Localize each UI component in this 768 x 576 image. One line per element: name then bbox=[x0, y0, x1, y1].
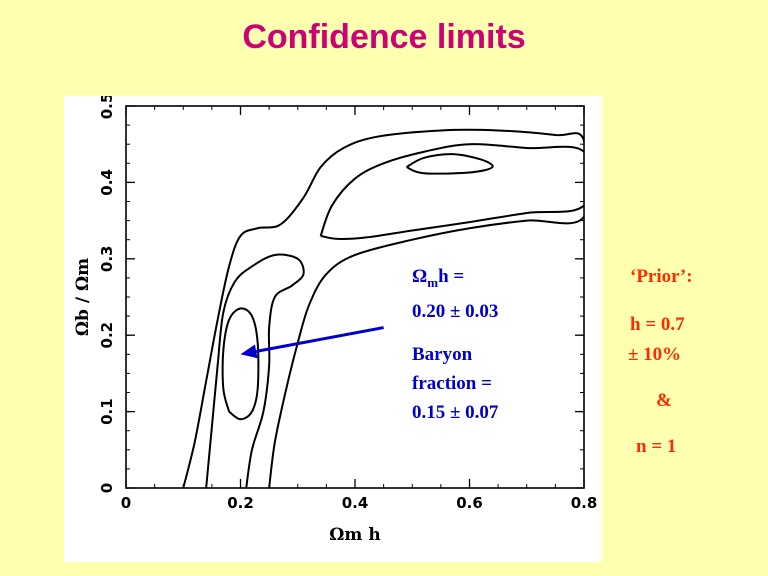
omega-h-equals: h = bbox=[438, 266, 465, 287]
plot-frame bbox=[125, 105, 585, 489]
contour-plot-svg: 0 0.2 0.4 0.6 0.8 0 0.1 0.2 0.3 0.4 0.5 Ωm h Ωb / Ωm bbox=[73, 96, 598, 545]
x-tick-label: 0 bbox=[121, 494, 131, 512]
baryon-annotation: Baryon fraction = 0.15 ± 0.07 bbox=[412, 340, 498, 427]
x-tick-label: 0.8 bbox=[571, 494, 598, 512]
contour-inner-left-1sigma bbox=[221, 307, 260, 421]
prior-ampersand: & bbox=[656, 390, 672, 411]
contour-mid-right-2sigma bbox=[319, 143, 584, 241]
prior-n-value: n = 1 bbox=[636, 436, 677, 457]
y-tick-label: 0 bbox=[98, 483, 116, 493]
y-tick-label: 0.3 bbox=[98, 246, 116, 273]
annotation-line-3: Baryon bbox=[412, 344, 473, 365]
prior-h-error: ± 10% bbox=[628, 344, 682, 365]
annotation-arrow-head bbox=[240, 344, 258, 359]
y-axis-label: Ωb / Ωm bbox=[73, 258, 93, 336]
prior-h-value: h = 0.7 bbox=[630, 314, 685, 335]
annotation-line-2: 0.20 ± 0.03 bbox=[412, 300, 499, 322]
annotation-line-5: 0.15 ± 0.07 bbox=[412, 402, 499, 423]
contour-plot: 0 0.2 0.4 0.6 0.8 0 0.1 0.2 0.3 0.4 0.5 Ωm h Ωb / Ωm bbox=[64, 96, 602, 562]
y-tick-label: 0.1 bbox=[98, 398, 116, 425]
prior-label: ‘Prior’: bbox=[630, 266, 693, 287]
omega-symbol: Ω bbox=[412, 266, 428, 287]
x-tick-label: 0.6 bbox=[456, 494, 483, 512]
x-tick-label: 0.4 bbox=[342, 494, 369, 512]
annotation-line-4: fraction = bbox=[412, 373, 492, 394]
contour-inner-right-1sigma bbox=[406, 153, 494, 175]
y-tick-label: 0.4 bbox=[98, 169, 116, 196]
y-tick-label: 0.5 bbox=[98, 96, 116, 119]
slide-title: Confidence limits bbox=[242, 18, 526, 56]
contour-outer-3sigma bbox=[182, 128, 584, 488]
annotation-line-1: Ωmh = bbox=[412, 262, 498, 297]
x-axis-label: Ωm h bbox=[329, 525, 380, 545]
annotation-arrow-shaft bbox=[255, 326, 384, 353]
y-tick-label: 0.2 bbox=[98, 322, 116, 349]
omega-subscript: m bbox=[427, 274, 439, 290]
contour-mid-left-2sigma bbox=[205, 253, 305, 488]
x-tick-label: 0.2 bbox=[227, 494, 254, 512]
omega-h-annotation: Ωmh = 0.20 ± 0.03 bbox=[412, 262, 498, 326]
